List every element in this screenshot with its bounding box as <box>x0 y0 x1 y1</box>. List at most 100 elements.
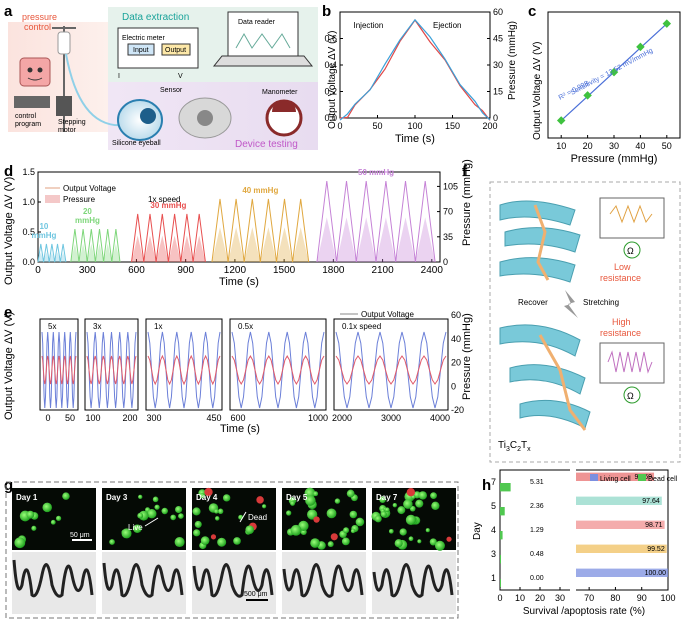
live-cell <box>26 510 35 519</box>
x-tick-label: 30 <box>555 593 565 603</box>
ohmmeter-icon <box>623 241 641 259</box>
output-box <box>161 43 191 56</box>
live-cell <box>425 528 430 533</box>
y2-tick-label: 0 <box>443 257 448 267</box>
live-cell <box>341 537 350 546</box>
chart-c: c 10 20 30 40 50 Pressure (mmHg) Output Voltage… <box>528 3 681 165</box>
x-tick-label: 2400 <box>421 265 444 276</box>
dead-value-label: 1.29 <box>530 527 544 534</box>
live-cell <box>193 529 201 537</box>
dead-arrow <box>239 511 247 523</box>
pressure-area <box>131 235 206 262</box>
live-cell <box>137 512 144 519</box>
x-axis-label: Survival /apoptosis rate (%) <box>523 606 645 617</box>
live-cell <box>374 515 382 523</box>
plot-frame <box>499 469 669 591</box>
day-label: Day 3 <box>106 493 128 502</box>
live-cell <box>42 502 52 513</box>
output-label: Output <box>165 47 186 54</box>
lightning-icon <box>564 290 578 318</box>
annotation-ejection: Ejection <box>433 21 461 30</box>
pressure-area <box>70 243 120 262</box>
annotation-injection: Injection <box>354 21 384 30</box>
x-tick-label: 150 <box>445 121 460 131</box>
y2-tick-label: 35 <box>443 232 453 242</box>
living-value-label: 98.71 <box>645 522 663 529</box>
pressure-area <box>38 252 66 262</box>
live-cell <box>109 539 115 545</box>
live-cell <box>290 524 302 536</box>
serpentine-electrode <box>102 562 184 598</box>
y-tick-label: 0.4 <box>324 60 337 70</box>
y2-axis-label: Pressure (mmHg) <box>461 159 473 246</box>
legend-label-voltage: Output Voltage <box>63 184 116 193</box>
legend-label-voltage: Output Voltage <box>361 310 414 319</box>
series-line <box>339 18 491 121</box>
mxene-sheet-icon <box>499 324 581 357</box>
x-tick-label: 50 <box>662 141 672 151</box>
current-path <box>538 334 587 431</box>
subplot-frame <box>229 318 327 411</box>
voltage-line <box>335 331 447 409</box>
segment-label-line: 50 mmHg <box>358 168 394 177</box>
x-tick-label: 1800 <box>322 265 345 276</box>
y2-tick-label: 40 <box>451 334 461 344</box>
panel-f-border <box>489 181 681 463</box>
segment-label-line: mmHg <box>32 231 57 240</box>
panel-letter-c: c <box>528 3 536 20</box>
dead-annotation: Dead <box>248 513 267 522</box>
panel-g-micrographs: g Day 1 Day 3 Day 4 Day 5 Day 7 Live Dead 50 μm… <box>4 477 459 619</box>
x-tick-label: 3000 <box>381 413 401 423</box>
stepping-motor-icon <box>56 96 72 116</box>
voltage-line <box>131 213 206 263</box>
y-tick-label: 0.0 <box>324 113 337 123</box>
live-cell <box>194 520 202 528</box>
data-extraction-label: Data extraction <box>122 12 189 23</box>
y2-tick-label: 60 <box>493 7 503 17</box>
pressure-line <box>335 355 447 385</box>
dead-cell <box>446 536 452 542</box>
x-tick-label: 20 <box>583 141 593 151</box>
scale-label-top: 50 μm <box>70 532 90 539</box>
panel-g-border <box>5 481 459 619</box>
y-tick-label: 3 <box>491 549 496 559</box>
live-cell <box>214 509 219 514</box>
living-cell-bar <box>576 520 665 529</box>
segment-label: 20 mmHg <box>75 207 100 225</box>
speed-label: 1x speed <box>148 195 180 204</box>
live-cell <box>121 528 132 539</box>
manometer-label: Manometer <box>262 89 298 96</box>
serpentine-electrode <box>282 563 364 598</box>
x-axis-label: Pressure (mmHg) <box>571 153 658 165</box>
x-tick-label: 300 <box>79 265 96 276</box>
pressure-line <box>147 354 221 386</box>
live-cell <box>222 494 231 502</box>
x-tick-label: 600 <box>128 265 145 276</box>
live-cell <box>200 536 210 545</box>
live-cell <box>217 508 224 515</box>
panel-letter-e: e <box>4 304 12 321</box>
y-tick-label: 0.0 <box>22 257 35 267</box>
living-cell-bar <box>576 496 662 505</box>
segment-label: 40 mmHg <box>242 186 278 195</box>
input-label: Input <box>133 47 149 54</box>
segment-label-line: 10 <box>39 222 48 231</box>
panel-letter-g: g <box>4 477 13 494</box>
x-tick-label: 600 <box>230 413 245 423</box>
panel-a-schematic: a pressure control Data extraction contr… <box>4 3 318 150</box>
y-axis-label: Day <box>472 522 483 540</box>
iv-bag-icon <box>57 31 71 55</box>
series-line <box>339 19 491 121</box>
segment-label: 50 mmHg <box>358 168 394 177</box>
mxene-sheet-icon <box>509 364 586 395</box>
y-tick-label: 1 <box>491 573 496 583</box>
y2-axis-label: Pressure (mmHg) <box>507 21 518 100</box>
live-cell <box>174 537 185 548</box>
live-cell <box>14 537 26 549</box>
dead-cell-bar <box>500 483 511 492</box>
sensor-label: Sensor <box>160 87 183 94</box>
x-tick-label: 0 <box>45 413 50 423</box>
segment-label-line: 40 mmHg <box>242 186 278 195</box>
silicone-eyeball-label: Silicone eyeball <box>112 140 161 147</box>
